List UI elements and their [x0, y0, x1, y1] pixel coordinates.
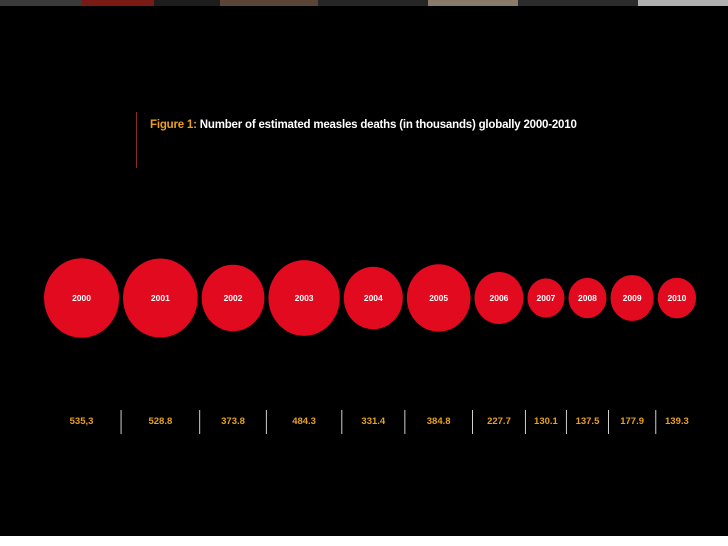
figure-title-text: Number of estimated measles deaths (in t… — [196, 119, 577, 131]
bottom-strip — [0, 536, 728, 546]
bubble-2001 — [123, 258, 198, 338]
bubble-2004 — [343, 266, 403, 330]
bubble-2005 — [406, 264, 471, 332]
value-label: 535,3 — [70, 416, 94, 427]
value-label: 130.1 — [534, 416, 558, 427]
bubble-2000 — [43, 258, 120, 338]
bubble-2008 — [568, 277, 607, 319]
year-label: 2000 — [72, 293, 91, 303]
year-label: 2005 — [429, 293, 448, 303]
year-label: 2002 — [224, 293, 243, 303]
header-photo-segment — [0, 0, 82, 6]
year-label: 2008 — [578, 293, 597, 303]
value-label: 331.4 — [361, 416, 385, 427]
value-label: 227.7 — [487, 416, 511, 427]
bubble-2002 — [201, 264, 265, 332]
year-label: 2010 — [667, 293, 686, 303]
figure-title: Figure 1: Number of estimated measles de… — [150, 119, 577, 131]
header-photo-segment — [82, 0, 154, 6]
header-photo-segment — [428, 0, 518, 6]
header-photo-segment — [518, 0, 638, 6]
year-label: 2009 — [623, 293, 642, 303]
header-photo-segment — [220, 0, 318, 6]
year-label: 2007 — [536, 293, 555, 303]
value-label: 139.3 — [665, 416, 689, 427]
header-photo-strip — [0, 0, 728, 6]
year-label: 2006 — [490, 293, 509, 303]
figure-title-lead: Figure 1: — [150, 119, 197, 131]
header-photo-segment — [318, 0, 428, 6]
value-label: 384.8 — [427, 416, 451, 427]
bubble-2007 — [527, 278, 565, 318]
year-label: 2004 — [364, 293, 383, 303]
bubble-2009 — [610, 275, 654, 321]
bubble-2003 — [268, 260, 340, 336]
bubble-2006 — [474, 272, 524, 324]
value-label: 137.5 — [576, 416, 600, 427]
value-label: 528.8 — [148, 416, 172, 427]
value-label: 177.9 — [620, 416, 644, 427]
header-photo-segment — [638, 0, 728, 6]
title-divider — [136, 112, 137, 168]
value-label: 484.3 — [292, 416, 316, 427]
year-label: 2001 — [151, 293, 170, 303]
header-photo-segment — [154, 0, 220, 6]
value-label: 373.8 — [221, 416, 245, 427]
year-label: 2003 — [295, 293, 314, 303]
bubble-2010 — [657, 277, 697, 319]
